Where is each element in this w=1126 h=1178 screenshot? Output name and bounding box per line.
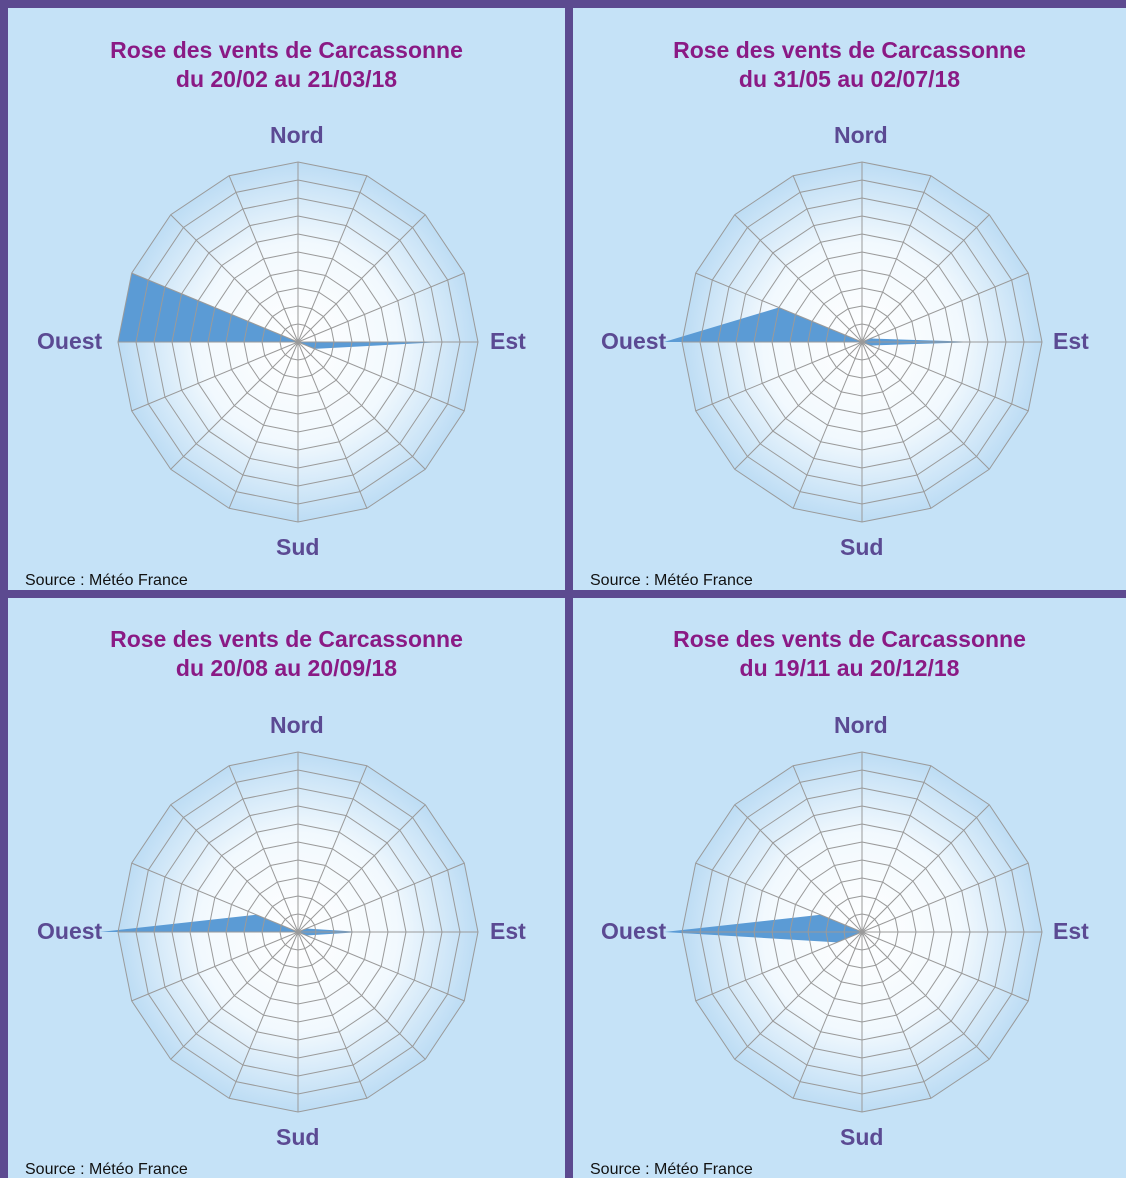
grid-spoke [695, 272, 863, 343]
label-east: Est [1053, 328, 1089, 354]
wind-rose-chart-2 [664, 161, 1043, 523]
grid-spoke [170, 931, 299, 1060]
wind-frequency-area [664, 307, 979, 360]
source-note: Source : Météo France [590, 1161, 753, 1178]
chart-title: Rose des vents de Carcassonne du 19/11 a… [573, 625, 1126, 683]
grid-spoke [170, 214, 299, 343]
grid-spoke [228, 341, 299, 509]
chart-title-line1: Rose des vents de Carcassonne [673, 626, 1026, 652]
wind-rose-chart-3 [100, 751, 479, 1113]
grid-spoke [861, 341, 1029, 412]
source-note: Source : Météo France [590, 572, 753, 589]
label-south: Sud [840, 534, 884, 560]
grid-spoke [861, 272, 1029, 343]
grid-spoke [297, 214, 426, 343]
label-west: Ouest [37, 328, 103, 354]
grid-spoke [695, 341, 863, 412]
source-note: Source : Météo France [25, 572, 188, 589]
chart-title-line2: du 19/11 au 20/12/18 [739, 655, 960, 681]
grid-spoke [297, 765, 368, 933]
grid-spoke [734, 341, 863, 470]
grid-spoke [792, 931, 863, 1099]
label-west: Ouest [601, 328, 667, 354]
grid-spoke [792, 765, 863, 933]
chart-title-line2: du 20/08 au 20/09/18 [175, 655, 398, 681]
grid-spoke [861, 804, 990, 933]
grid-spoke [297, 341, 465, 412]
grid-spoke [695, 931, 863, 1002]
grid-spoke [131, 272, 299, 343]
grid-spoke [297, 341, 426, 470]
grid-spoke [861, 862, 1029, 933]
grid-spoke [861, 931, 990, 1060]
grid-spoke [861, 765, 932, 933]
source-note: Source : Météo France [25, 1161, 188, 1178]
grid-spoke [297, 804, 426, 933]
wind-rose-panel-1: Rose des vents de Carcassonne du 20/02 a… [8, 8, 565, 590]
label-north: Nord [270, 712, 324, 738]
label-east: Est [490, 918, 526, 944]
grid-spoke [297, 931, 368, 1099]
label-east: Est [1053, 918, 1089, 944]
wind-rose-chart-4 [664, 751, 1043, 1113]
label-north: Nord [834, 122, 888, 148]
wind-rose-panel-4: Rose des vents de Carcassonne du 19/11 a… [573, 598, 1126, 1178]
grid-spoke [792, 175, 863, 343]
grid-spoke [228, 765, 299, 933]
grid-spoke [297, 175, 368, 343]
label-south: Sud [276, 534, 320, 560]
grid-spoke [131, 862, 299, 933]
grid-spoke [695, 862, 863, 933]
grid-spoke [792, 341, 863, 509]
grid-spoke [734, 214, 863, 343]
label-east: Est [490, 328, 526, 354]
chart-title-line1: Rose des vents de Carcassonne [110, 37, 463, 63]
grid-spoke [734, 804, 863, 933]
label-north: Nord [270, 122, 324, 148]
grid-spoke [861, 341, 990, 470]
grid-spoke [861, 214, 990, 343]
grid-spoke [131, 341, 299, 412]
wind-rose-chart-1 [117, 161, 479, 523]
wind-rose-panel-3: Rose des vents de Carcassonne du 20/08 a… [8, 598, 565, 1178]
grid-spoke [228, 931, 299, 1099]
label-south: Sud [840, 1124, 884, 1150]
grid-spoke [170, 341, 299, 470]
grid-spoke [861, 341, 932, 509]
rose-grid [117, 751, 479, 1113]
chart-title-line1: Rose des vents de Carcassonne [110, 626, 463, 652]
grid-spoke [297, 341, 368, 509]
grid-spoke [861, 931, 932, 1099]
wind-rose-panel-2: Rose des vents de Carcassonne du 31/05 a… [573, 8, 1126, 590]
grid-spoke [297, 272, 465, 343]
chart-title: Rose des vents de Carcassonne du 31/05 a… [573, 36, 1126, 94]
chart-title: Rose des vents de Carcassonne du 20/08 a… [8, 625, 565, 683]
rose-grid [681, 161, 1043, 523]
grid-spoke [297, 862, 465, 933]
grid-spoke [297, 931, 465, 1002]
label-north: Nord [834, 712, 888, 738]
rose-grid [681, 751, 1043, 1113]
chart-title: Rose des vents de Carcassonne du 20/02 a… [8, 36, 565, 94]
grid-spoke [734, 931, 863, 1060]
label-west: Ouest [37, 918, 103, 944]
grid-spoke [861, 175, 932, 343]
chart-title-line2: du 31/05 au 02/07/18 [738, 66, 961, 92]
grid-spoke [861, 931, 1029, 1002]
wind-frequency-area [118, 273, 442, 349]
grid-spoke [131, 931, 299, 1002]
grid-spoke [297, 931, 426, 1060]
grid-spoke [170, 804, 299, 933]
grid-spoke [228, 175, 299, 343]
wind-frequency-area [664, 914, 961, 947]
chart-title-line1: Rose des vents de Carcassonne [673, 37, 1026, 63]
label-south: Sud [276, 1124, 320, 1150]
label-west: Ouest [601, 918, 667, 944]
rose-grid [117, 161, 479, 523]
chart-title-line2: du 20/02 au 21/03/18 [175, 66, 398, 92]
